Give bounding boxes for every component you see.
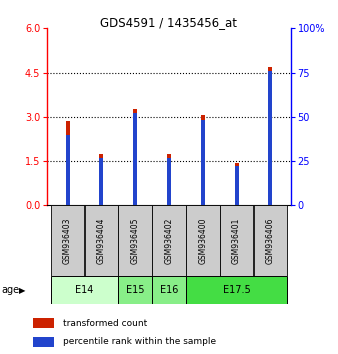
Text: E17.5: E17.5 xyxy=(223,285,250,295)
Bar xyxy=(235,166,239,205)
Bar xyxy=(235,162,239,205)
Bar xyxy=(33,337,54,347)
Bar xyxy=(201,120,205,205)
Bar xyxy=(99,158,103,205)
Bar xyxy=(254,205,287,276)
Bar xyxy=(133,109,137,205)
Bar xyxy=(99,154,103,205)
Bar xyxy=(119,276,152,304)
Bar xyxy=(268,67,272,205)
Text: GSM936401: GSM936401 xyxy=(232,217,241,264)
Bar xyxy=(201,115,205,205)
Bar xyxy=(66,121,70,205)
Bar xyxy=(33,318,54,328)
Bar xyxy=(51,276,118,304)
Bar xyxy=(152,205,186,276)
Text: GSM936400: GSM936400 xyxy=(198,217,207,264)
Text: E16: E16 xyxy=(160,285,178,295)
Text: E14: E14 xyxy=(75,285,94,295)
Bar xyxy=(66,135,70,205)
Text: age: age xyxy=(2,285,20,295)
Text: GDS4591 / 1435456_at: GDS4591 / 1435456_at xyxy=(100,16,238,29)
Bar xyxy=(133,113,137,205)
Text: GSM936402: GSM936402 xyxy=(165,217,173,264)
Bar xyxy=(186,276,287,304)
Bar xyxy=(220,205,254,276)
Bar xyxy=(84,205,118,276)
Bar xyxy=(167,154,171,205)
Bar xyxy=(167,158,171,205)
Bar xyxy=(119,205,152,276)
Text: GSM936406: GSM936406 xyxy=(266,217,275,264)
Bar xyxy=(152,276,186,304)
Bar xyxy=(186,205,220,276)
Text: GSM936404: GSM936404 xyxy=(97,217,106,264)
Text: E15: E15 xyxy=(126,285,144,295)
Text: percentile rank within the sample: percentile rank within the sample xyxy=(63,337,216,346)
Text: ▶: ▶ xyxy=(19,286,25,295)
Text: transformed count: transformed count xyxy=(63,319,147,328)
Text: GSM936403: GSM936403 xyxy=(63,217,72,264)
Bar xyxy=(51,205,84,276)
Bar xyxy=(268,71,272,205)
Text: GSM936405: GSM936405 xyxy=(131,217,140,264)
